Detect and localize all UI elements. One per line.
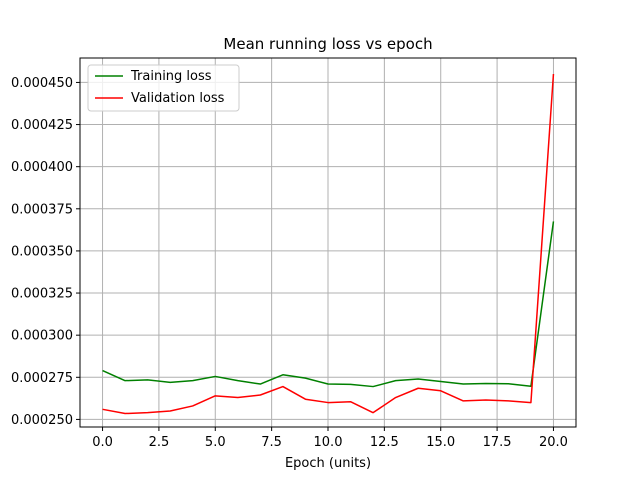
legend: Training loss Validation loss [87, 64, 240, 112]
grid [80, 58, 576, 427]
x-tick-label: 12.5 [370, 435, 399, 450]
x-tick-label: 10.0 [314, 435, 343, 450]
legend-label-validation: Validation loss [131, 91, 225, 106]
ticks: 0.0 2.5 5.0 7.5 10.0 12.5 15.0 17.5 20.0 0.000250… [11, 76, 568, 450]
series-line-training-loss [102, 221, 555, 388]
series-line-validation-loss [102, 73, 555, 415]
x-tick-label: 7.5 [261, 435, 282, 450]
y-tick-label: 0.000375 [11, 202, 73, 217]
legend-label-training: Training loss [130, 69, 212, 84]
y-tick-label: 0.000400 [11, 160, 73, 175]
legend-box [87, 64, 240, 112]
x-axis-label: Epoch (units) [285, 456, 371, 471]
chart-title: Mean running loss vs epoch [223, 35, 432, 53]
x-tick-label: 0.0 [92, 435, 113, 450]
y-tick-label: 0.000325 [11, 287, 73, 302]
y-tick-label: 0.000450 [11, 76, 73, 91]
y-tick-label: 0.000350 [11, 244, 73, 259]
y-tick-label: 0.000250 [11, 413, 73, 428]
x-tick-label: 20.0 [539, 435, 568, 450]
y-tick-label: 0.000275 [11, 371, 73, 386]
y-tick-label: 0.000425 [11, 118, 73, 133]
x-tick-label: 5.0 [205, 435, 226, 450]
x-tick-label: 2.5 [149, 435, 170, 450]
x-tick-label: 17.5 [483, 435, 512, 450]
series-layer [102, 73, 555, 415]
x-tick-label: 15.0 [426, 435, 455, 450]
y-tick-label: 0.000300 [11, 329, 73, 344]
